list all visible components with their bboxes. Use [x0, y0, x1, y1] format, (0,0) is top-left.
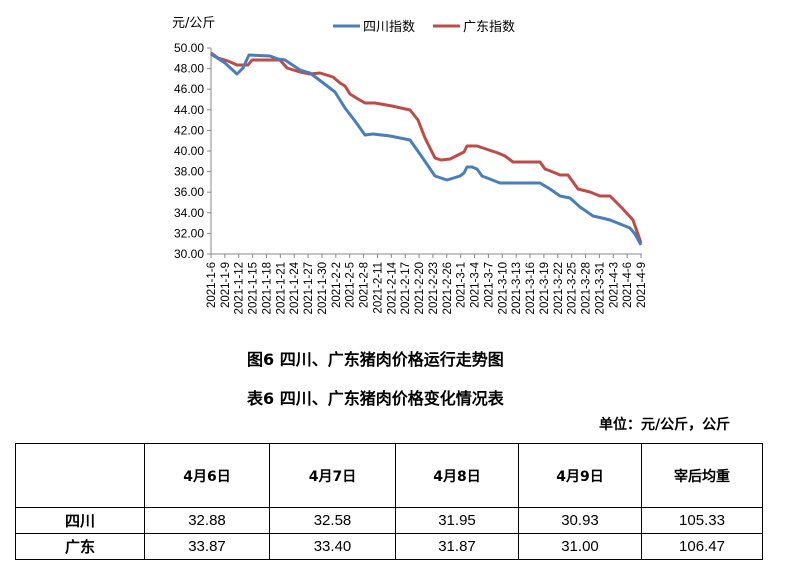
table-row: 广东 33.87 33.40 31.87 31.00 106.47	[15, 533, 763, 560]
y-tick-label: 44.00	[174, 103, 204, 117]
price-table: 4月6日 4月7日 4月8日 4月9日 宰后均重 四川 32.88 32.58 …	[15, 443, 763, 560]
table-header-cell: 4月9日	[518, 443, 642, 508]
x-tick-label: 2021-3-19	[539, 262, 551, 314]
x-tick-label: 2021-3-13	[511, 262, 523, 314]
y-tick-label: 34.00	[174, 206, 204, 220]
x-tick-label: 2021-2-11	[372, 262, 384, 314]
y-axis: 50.00 48.00 46.00 44.00 42.00 40.00 38.00 36.00…	[174, 41, 212, 261]
x-tick-label: 2021-4-9	[636, 262, 648, 308]
y-tick-label: 42.00	[174, 123, 204, 137]
table-cell: 32.88	[144, 507, 270, 534]
figure-caption: 图6 四川、广东猪肉价格运行走势图	[247, 350, 504, 369]
y-tick-label: 46.00	[174, 82, 204, 96]
table-header-cell: 4月7日	[269, 443, 396, 508]
x-tick-label: 2021-3-22	[553, 262, 565, 314]
y-axis-unit-label: 元/公斤	[172, 16, 215, 31]
table-cell: 31.00	[518, 533, 642, 560]
x-tick-label: 2021-1-21	[275, 262, 287, 314]
x-tick-label: 2021-1-27	[303, 262, 315, 314]
table-header-cell: 4月6日	[144, 443, 270, 508]
chart-legend: 四川指数 广东指数	[333, 20, 515, 35]
y-tick-label: 48.00	[174, 62, 204, 76]
table-cell: 33.87	[144, 533, 270, 560]
table-header-row: 4月6日 4月7日 4月8日 4月9日 宰后均重	[15, 443, 763, 508]
table-cell: 105.33	[641, 507, 763, 534]
x-tick-label: 2021-1-24	[289, 261, 301, 314]
y-tick-label: 32.00	[174, 226, 204, 240]
price-trend-chart: 元/公斤 四川指数 广东指数 50.00 48.00 46.00 44.00 42.00…	[172, 16, 648, 314]
table-cell: 31.87	[395, 533, 519, 560]
x-tick-label: 2021-3-25	[567, 262, 579, 314]
table-header-corner	[15, 443, 145, 508]
x-tick-label: 2021-3-4	[470, 261, 482, 308]
legend-label-sichuan: 四川指数	[363, 20, 415, 35]
x-tick-label: 2021-3-1	[456, 262, 468, 308]
y-tick-label: 40.00	[174, 144, 204, 158]
x-tick-label: 2021-2-8	[359, 262, 371, 308]
table-row: 四川 32.88 32.58 31.95 30.93 105.33	[15, 507, 763, 534]
legend-label-guangdong: 广东指数	[463, 20, 515, 35]
x-tick-label: 2021-1-18	[261, 262, 273, 314]
x-tick-label: 2021-1-15	[248, 262, 260, 314]
series-line-guangdong	[210, 51, 643, 244]
row-label: 四川	[15, 507, 145, 534]
table-cell: 33.40	[269, 533, 396, 560]
y-tick-label: 50.00	[174, 41, 204, 55]
x-tick-label: 2021-2-26	[442, 262, 454, 314]
table-cell: 31.95	[395, 507, 519, 534]
x-tick-label: 2021-3-28	[581, 262, 593, 314]
x-tick-label: 2021-4-6	[622, 262, 634, 308]
row-label: 广东	[15, 533, 145, 560]
x-tick-label: 2021-2-23	[428, 262, 440, 314]
table-caption: 表6 四川、广东猪肉价格变化情况表	[247, 389, 504, 408]
x-tick-label: 2021-4-3	[608, 262, 620, 308]
x-tick-label: 2021-1-6	[206, 262, 218, 308]
table-cell: 30.93	[518, 507, 642, 534]
table-header-cell: 宰后均重	[641, 443, 763, 508]
x-tick-label: 2021-2-14	[386, 261, 398, 314]
x-tick-label: 2021-2-17	[400, 262, 412, 314]
x-tick-label: 2021-3-7	[483, 262, 495, 308]
x-tick-label: 2021-3-31	[594, 262, 606, 314]
x-axis: 2021-1-6 2021-1-9 2021-1-12 2021-1-15 2021-1…	[206, 253, 648, 314]
table-header-cell: 4月8日	[395, 443, 519, 508]
x-tick-label: 2021-3-16	[525, 262, 537, 314]
y-tick-label: 36.00	[174, 185, 204, 199]
x-tick-label: 2021-1-12	[234, 262, 246, 314]
y-tick-label: 30.00	[174, 247, 204, 261]
x-tick-label: 2021-2-20	[414, 262, 426, 314]
series-line-sichuan	[210, 52, 643, 246]
x-tick-label: 2021-2-2	[331, 262, 343, 308]
x-tick-label: 2021-1-9	[220, 262, 232, 308]
x-tick-label: 2021-3-10	[497, 262, 509, 314]
table-cell: 106.47	[641, 533, 763, 560]
table-cell: 32.58	[269, 507, 396, 534]
table-unit-label: 单位：元/公斤，公斤	[599, 417, 731, 433]
y-tick-label: 38.00	[174, 165, 204, 179]
x-tick-label: 2021-2-5	[345, 262, 357, 308]
x-tick-label: 2021-1-30	[317, 262, 329, 314]
